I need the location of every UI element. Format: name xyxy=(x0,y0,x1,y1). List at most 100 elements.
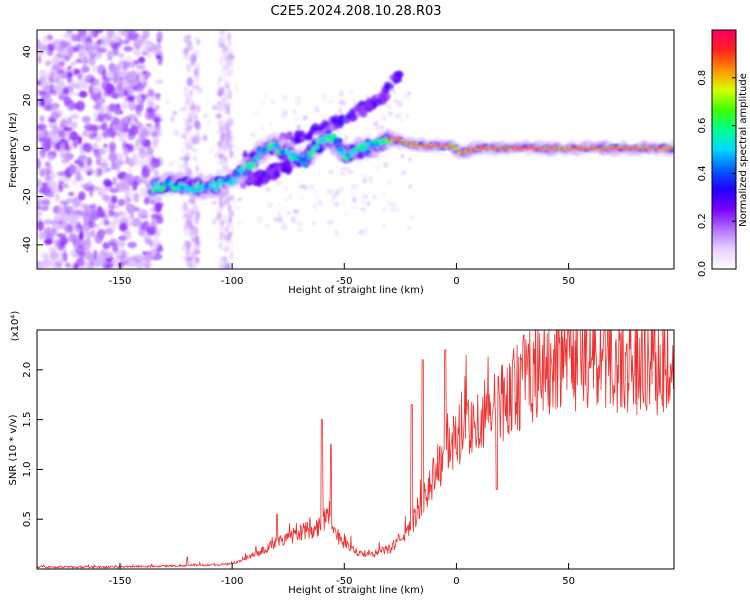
heatmap-cell xyxy=(63,95,71,107)
heatmap-cell xyxy=(216,101,221,107)
heatmap-cell xyxy=(79,39,87,50)
heatmap-cell xyxy=(202,134,208,141)
heatmap-cell xyxy=(109,187,119,194)
heatmap-cell xyxy=(100,123,108,131)
heatmap-cell xyxy=(139,146,146,155)
heatmap-cell xyxy=(62,183,69,189)
heatmap-cell xyxy=(180,133,187,139)
heatmap-cell xyxy=(42,129,49,139)
heatmap-cell xyxy=(98,162,109,168)
heatmap-cell xyxy=(283,197,289,203)
heatmap-cell xyxy=(603,147,610,150)
heatmap-cell xyxy=(328,138,334,144)
heatmap-cell xyxy=(220,35,227,43)
heatmap-cell xyxy=(213,152,221,158)
heatmap-cell xyxy=(94,102,101,109)
heatmap-cell xyxy=(50,102,60,109)
heatmap-cell xyxy=(431,144,437,148)
heatmap-cell xyxy=(623,147,629,150)
heatmap-cell xyxy=(73,209,84,216)
heatmap-cell xyxy=(37,55,42,64)
heatmap-cell xyxy=(184,144,188,151)
heatmap-cell xyxy=(157,30,162,36)
heatmap-cell xyxy=(109,103,117,112)
heatmap-cell xyxy=(260,100,265,105)
heatmap-cell xyxy=(361,200,365,205)
heatmap-cell xyxy=(37,211,43,217)
heatmap-cell xyxy=(147,88,155,97)
heatmap-cell xyxy=(293,116,301,122)
heatmap-cell xyxy=(220,47,227,58)
heatmap-cell xyxy=(104,128,112,136)
heatmap-cell xyxy=(144,238,154,245)
heatmap-cell xyxy=(313,144,320,150)
heatmap-cell xyxy=(95,49,101,61)
heatmap-cell xyxy=(340,166,346,170)
heatmap-cell xyxy=(298,184,304,189)
heatmap-cell xyxy=(296,221,303,227)
heatmap-cell xyxy=(154,116,160,128)
heatmap-cell xyxy=(127,86,134,96)
heatmap-cell xyxy=(504,147,511,150)
heatmap-cell xyxy=(38,231,45,241)
heatmap-cell xyxy=(408,184,413,189)
heatmap-cell xyxy=(393,206,400,214)
heatmap-cell xyxy=(75,245,85,255)
heatmap-cell xyxy=(39,44,48,51)
heatmap-cell xyxy=(292,108,297,115)
heatmap-cell xyxy=(97,104,106,116)
heatmap-cell xyxy=(362,207,367,213)
heatmap-cell xyxy=(190,110,198,120)
heatmap-cell xyxy=(405,114,409,118)
heatmap-cell xyxy=(92,64,97,73)
spectrogram-y-axis-label: Frequency (Hz) xyxy=(8,112,19,188)
heatmap-cell xyxy=(39,152,46,159)
heatmap-cell xyxy=(80,183,89,188)
heatmap-cell xyxy=(334,165,341,169)
heatmap-cell xyxy=(63,33,74,38)
heatmap-cell xyxy=(111,161,117,171)
heatmap-cell xyxy=(66,37,73,45)
heatmap-cell xyxy=(127,241,137,249)
heatmap-cell xyxy=(352,205,357,210)
snr-panel: -150 -100 -50 0 50 0.5 1.0 1.5 2.0 Height of st… xyxy=(8,311,675,596)
heatmap-cell xyxy=(221,87,225,92)
heatmap-cell xyxy=(108,209,115,217)
heatmap-cell xyxy=(368,175,373,183)
heatmap-cell xyxy=(93,126,99,131)
heatmap-cell xyxy=(178,163,185,170)
heatmap-cell xyxy=(112,243,119,253)
heatmap-cell xyxy=(121,214,130,222)
heatmap-cell xyxy=(298,156,305,162)
heatmap-cell xyxy=(233,144,240,150)
heatmap-cell xyxy=(283,111,289,117)
heatmap-cell xyxy=(121,251,126,260)
colorbar-tick-label: 0.2 xyxy=(697,213,708,229)
heatmap-cell xyxy=(633,147,639,150)
x-tick-label: -150 xyxy=(109,576,132,587)
colorbar-tick-label: 0.4 xyxy=(697,165,708,181)
heatmap-cell xyxy=(141,129,150,138)
heatmap-cell xyxy=(70,113,80,120)
heatmap-cell xyxy=(217,78,221,86)
heatmap-cell xyxy=(400,154,404,159)
heatmap-cell xyxy=(291,219,296,224)
heatmap-cell xyxy=(51,223,59,229)
heatmap-cell xyxy=(364,227,368,234)
heatmap-cell xyxy=(189,89,193,95)
heatmap-cell xyxy=(286,150,292,156)
heatmap-cell xyxy=(186,65,192,73)
heatmap-cell xyxy=(232,199,239,205)
heatmap-cell xyxy=(187,40,192,46)
heatmap-cell xyxy=(44,140,51,151)
heatmap-cell xyxy=(70,220,79,227)
heatmap-cell xyxy=(88,30,95,36)
heatmap-cell xyxy=(277,212,282,217)
heatmap-cell xyxy=(45,161,50,167)
heatmap-cell xyxy=(194,78,200,85)
heatmap-cell xyxy=(194,135,201,145)
heatmap-cell xyxy=(95,30,104,34)
heatmap-cell xyxy=(218,120,225,125)
heatmap-cell xyxy=(190,195,196,206)
heatmap-cell xyxy=(165,102,169,106)
